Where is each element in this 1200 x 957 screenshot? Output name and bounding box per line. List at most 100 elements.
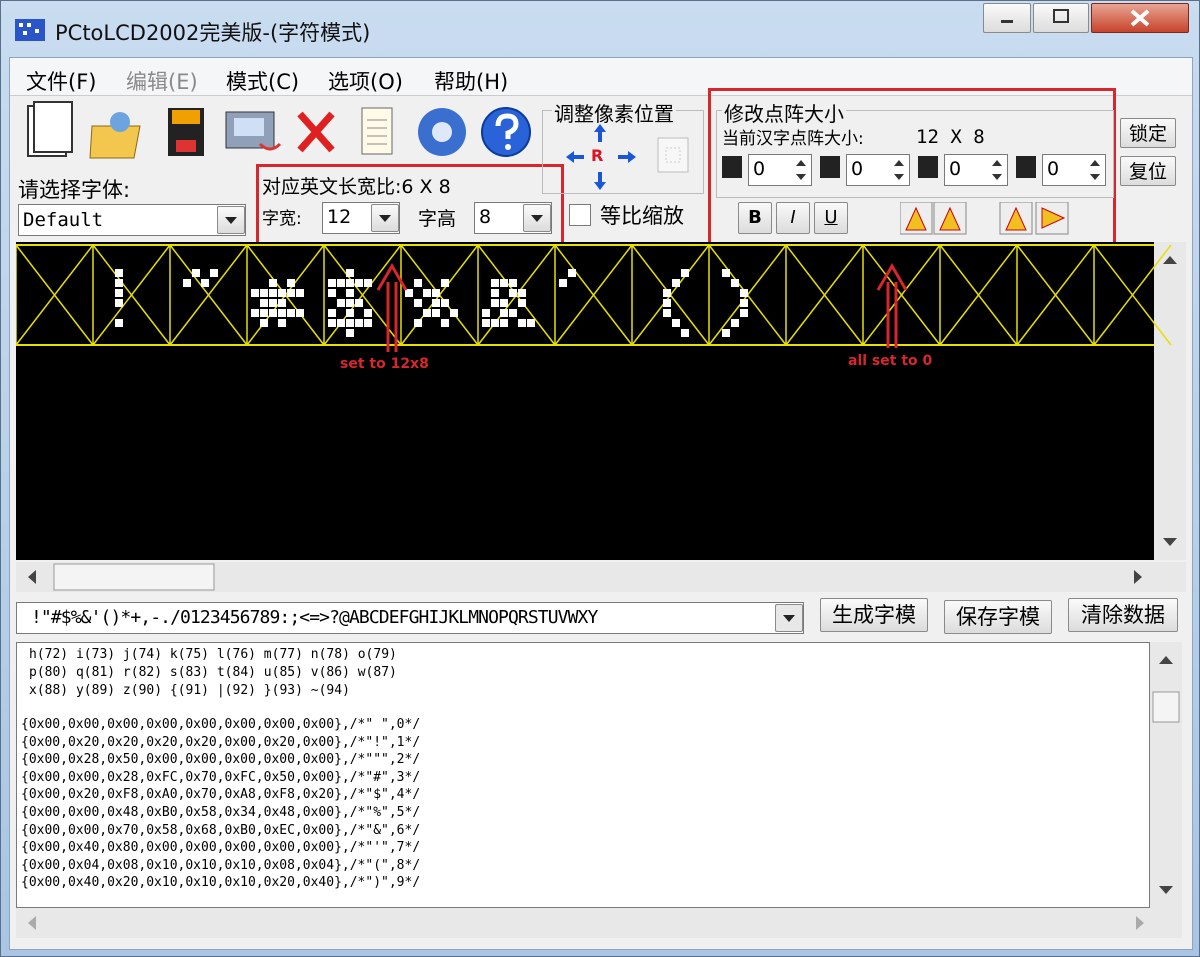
generate-button[interactable]: 生成字模: [820, 598, 928, 632]
pixel: [296, 309, 304, 317]
cell-lines: [785, 244, 864, 346]
output-line: {0x00,0x40,0x80,0x00,0x00,0x00,0x00,0x00…: [21, 840, 421, 856]
maximize-button[interactable]: [1033, 3, 1089, 33]
bold-button[interactable]: B: [738, 202, 772, 234]
settings-icon[interactable]: [418, 108, 466, 156]
new-icon[interactable]: [27, 101, 73, 157]
spin-box[interactable]: 0: [944, 154, 1008, 186]
pixel: [260, 319, 268, 327]
pixel: [346, 269, 354, 277]
spin-icon: [820, 156, 840, 178]
spin-box[interactable]: 0: [1042, 154, 1106, 186]
spin-box[interactable]: 0: [846, 154, 910, 186]
import-icon[interactable]: [225, 111, 282, 151]
dropdown-button[interactable]: [217, 206, 245, 234]
dropdown-button[interactable]: [523, 204, 551, 232]
pixel: [500, 299, 508, 307]
pixel: [491, 279, 499, 287]
pixel: [269, 289, 277, 297]
output-area: h(72) i(73) j(74) k(75) l(76) m(77) n(78…: [16, 642, 1150, 908]
spin-arrows[interactable]: [1085, 155, 1105, 185]
menu-item[interactable]: 模式(C): [226, 70, 300, 94]
spin-value: 0: [851, 158, 864, 180]
pixel: [287, 289, 295, 297]
spin-arrows[interactable]: [889, 155, 909, 185]
open-icon[interactable]: [89, 112, 141, 159]
arrow: [894, 160, 904, 180]
pixel: [328, 319, 336, 327]
pixel-center[interactable]: R: [591, 146, 604, 165]
dropdown-button[interactable]: [775, 604, 803, 632]
output-line: {0x00,0x04,0x08,0x10,0x10,0x10,0x08,0x04…: [21, 857, 421, 873]
pixel: [210, 269, 218, 277]
matrix-group-title: 修改点阵大小: [722, 98, 846, 127]
pixel: [296, 289, 304, 297]
close-button[interactable]: [1091, 3, 1189, 33]
icon-shape: [820, 156, 840, 178]
width-select[interactable]: 12: [322, 202, 400, 234]
delete-icon[interactable]: [297, 111, 335, 153]
menu-item[interactable]: 选项(O): [328, 70, 403, 94]
pixel: [260, 299, 268, 307]
annotation: all set to 0: [848, 353, 933, 369]
char-input[interactable]: !"#$%&'()*+,-./0123456789:;<=>?@ABCDEFGH…: [16, 602, 804, 634]
arrow: [1090, 160, 1100, 180]
height-select[interactable]: 8: [474, 202, 552, 234]
pixel: [346, 299, 354, 307]
notes-icon[interactable]: [361, 107, 393, 155]
lock-button[interactable]: 锁定: [1120, 118, 1176, 148]
output-line: {0x00,0x40,0x20,0x10,0x10,0x10,0x20,0x40…: [21, 875, 421, 891]
pixel: [201, 279, 209, 287]
reset-button[interactable]: 复位: [1120, 156, 1176, 186]
font-select[interactable]: Default: [18, 204, 246, 236]
font-label: 请选择字体:: [18, 178, 131, 202]
output-line: {0x00,0x20,0x20,0x20,0x20,0x00,0x20,0x00…: [21, 734, 421, 750]
pixel: [414, 279, 422, 287]
clear-button[interactable]: 清除数据: [1068, 598, 1178, 632]
cell-lines: [554, 244, 633, 346]
save-icon[interactable]: [168, 108, 204, 156]
spin-box[interactable]: 0: [748, 154, 812, 186]
spin-arrows[interactable]: [791, 155, 811, 185]
help-icon[interactable]: [481, 107, 531, 157]
pixel: [405, 289, 413, 297]
dropdown-button[interactable]: [371, 204, 399, 232]
italic-button[interactable]: I: [776, 202, 810, 234]
minimize-button[interactable]: [983, 3, 1031, 33]
menu-item[interactable]: 编辑(E): [126, 70, 198, 94]
output-line: h(72) i(73) j(74) k(75) l(76) m(77) n(78…: [29, 647, 397, 662]
ratio-label: 对应英文长宽比:6 X 8: [262, 176, 451, 198]
underline-button[interactable]: U: [814, 202, 848, 234]
pixel: [278, 319, 286, 327]
annotation: set to 12x8: [340, 356, 429, 372]
window-title: PCtoLCD2002完美版-(字符模式): [55, 21, 371, 45]
scale-checkbox[interactable]: [569, 204, 591, 226]
pixel: [414, 319, 422, 327]
spin-arrows[interactable]: [987, 155, 1007, 185]
width-value: 12: [327, 206, 352, 228]
pixel: [509, 309, 517, 317]
spin-value: 0: [1047, 158, 1060, 180]
pixel: [287, 279, 295, 287]
pixel: [663, 299, 671, 307]
pixel: [509, 289, 517, 297]
rotate-buttons[interactable]: [900, 202, 1070, 236]
spin-value: 0: [949, 158, 962, 180]
pixel: [328, 309, 336, 317]
pixel: [269, 299, 277, 307]
pixel: [681, 329, 689, 337]
menu-item[interactable]: 文件(F): [26, 70, 97, 94]
pixel: [482, 309, 490, 317]
menu-bar: 文件(F) 编辑(E) 模式(C) 选项(O) 帮助(H): [10, 58, 1192, 96]
cell-lines: [939, 244, 1018, 346]
pixel: [731, 279, 739, 287]
client-area: 文件(F) 编辑(E) 模式(C) 选项(O) 帮助(H) 请选择字体: Def…: [9, 57, 1193, 950]
pixel: [346, 289, 354, 297]
pixel: [423, 309, 431, 317]
pixel: [183, 279, 191, 287]
save-button[interactable]: 保存字模: [944, 600, 1052, 634]
menu-item[interactable]: 帮助(H): [434, 70, 509, 94]
pixel-arrows[interactable]: [562, 120, 696, 194]
pixel: [432, 289, 440, 297]
pixel: [278, 299, 286, 307]
